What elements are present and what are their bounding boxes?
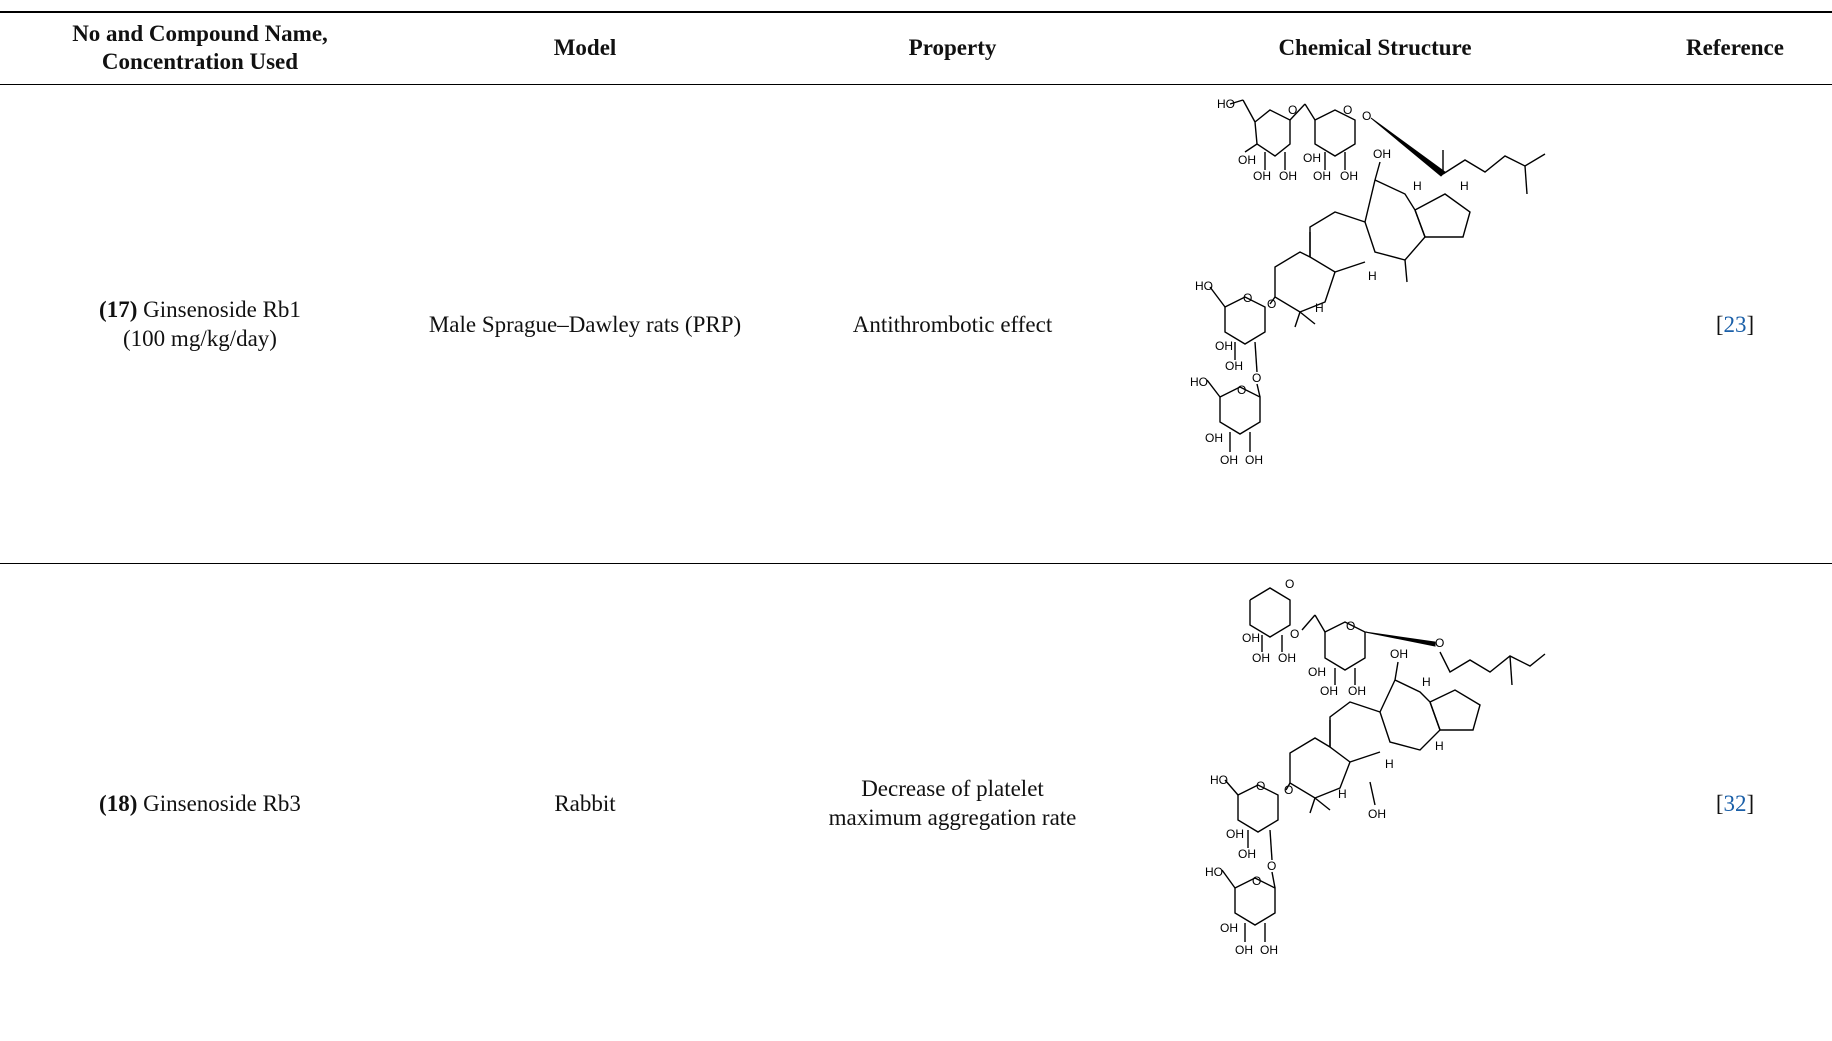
chemical-structure-rb3: O OH OH OH O O OH OH OH O OH H H H H OH	[1205, 577, 1546, 957]
compound-cell: (18) Ginsenoside Rb3	[40, 565, 360, 1041]
compound-concentration: (100 mg/kg/day)	[123, 326, 277, 351]
label-h: H	[1315, 301, 1324, 315]
chemical-structure-rb1: O HO OH OH OH O OH OH OH O OH H H H	[1190, 97, 1546, 467]
label-oh: OH	[1220, 453, 1238, 467]
label-oh: OH	[1368, 807, 1386, 821]
reference-close-bracket: ]	[1746, 790, 1755, 816]
label-oh: OH	[1373, 147, 1391, 161]
label-oh: OH	[1235, 943, 1253, 957]
compound-cell: (17) Ginsenoside Rb1 (100 mg/kg/day)	[40, 86, 360, 562]
property-line: Decrease of platelet	[861, 776, 1044, 801]
property-cell: Decrease of platelet maximum aggregation…	[790, 565, 1115, 1041]
header-col-reference: Reference	[1686, 35, 1784, 60]
reference-link[interactable]: 32	[1723, 790, 1747, 816]
compound-name: Ginsenoside Rb3	[143, 790, 301, 816]
label-oh: OH	[1238, 847, 1256, 861]
compound-number: (17)	[99, 297, 138, 322]
label-ho: HO	[1210, 773, 1228, 787]
label-o: O	[1267, 859, 1276, 873]
label-o: O	[1252, 874, 1261, 888]
label-ho: HO	[1217, 97, 1235, 111]
label-oh: OH	[1238, 153, 1256, 167]
label-ho: HO	[1195, 279, 1213, 293]
header-col-structure: Chemical Structure	[1278, 35, 1472, 60]
label-h: H	[1435, 739, 1444, 753]
label-oh: OH	[1220, 921, 1238, 935]
compound-name: Ginsenoside Rb1	[143, 297, 301, 322]
label-oh: OH	[1390, 647, 1408, 661]
label-h: H	[1460, 179, 1469, 193]
header-col-model: Model	[553, 35, 617, 60]
reference-open-bracket: [	[1715, 790, 1724, 816]
label-oh: OH	[1340, 169, 1358, 183]
reference-cell: [32]	[1640, 565, 1830, 1041]
table-top-rule	[0, 11, 1832, 13]
label-oh: OH	[1308, 665, 1326, 679]
label-oh: OH	[1253, 169, 1271, 183]
label-oh: OH	[1348, 684, 1366, 698]
label-h: H	[1385, 757, 1394, 771]
label-o: O	[1346, 619, 1355, 633]
label-oh: OH	[1278, 651, 1296, 665]
label-oh: OH	[1303, 151, 1321, 165]
label-o: O	[1267, 297, 1276, 311]
property-line: maximum aggregation rate	[828, 805, 1077, 830]
reference-link[interactable]: 23	[1723, 311, 1747, 337]
label-oh: OH	[1242, 631, 1260, 645]
header-col-property: Property	[908, 35, 997, 60]
label-oh: OH	[1320, 684, 1338, 698]
reference-open-bracket: [	[1715, 311, 1724, 337]
label-o: O	[1243, 291, 1252, 305]
label-h: H	[1338, 787, 1347, 801]
label-oh: OH	[1313, 169, 1331, 183]
label-oh: OH	[1226, 827, 1244, 841]
compound-number: (18)	[99, 790, 138, 816]
label-ho: HO	[1205, 865, 1223, 879]
table-header-rule	[0, 84, 1832, 85]
label-o: O	[1435, 636, 1444, 650]
label-o: O	[1290, 627, 1299, 641]
label-h: H	[1422, 675, 1431, 689]
model-cell: Rabbit	[554, 790, 616, 816]
reference-close-bracket: ]	[1746, 311, 1755, 337]
property-cell: Antithrombotic effect	[852, 311, 1053, 337]
reference-cell: [23]	[1640, 86, 1830, 562]
label-h: H	[1413, 179, 1422, 193]
label-oh: OH	[1245, 453, 1263, 467]
label-ho: HO	[1190, 375, 1208, 389]
label-o: O	[1256, 779, 1265, 793]
label-oh: OH	[1252, 651, 1270, 665]
label-oh: OH	[1279, 169, 1297, 183]
label-o: O	[1285, 577, 1294, 591]
label-o: O	[1343, 103, 1352, 117]
label-o: O	[1237, 383, 1246, 397]
label-oh: OH	[1215, 339, 1233, 353]
label-o: O	[1284, 783, 1293, 797]
label-h: H	[1368, 269, 1377, 283]
label-oh: OH	[1205, 431, 1223, 445]
table-row-rule	[0, 563, 1832, 564]
label-o: O	[1288, 103, 1297, 117]
label-o: O	[1252, 371, 1261, 385]
header-col-compound: No and Compound Name, Concentration Used	[72, 21, 328, 74]
model-cell: Male Sprague–Dawley rats (PRP)	[428, 311, 742, 337]
label-o: O	[1362, 109, 1371, 123]
label-oh: OH	[1225, 359, 1243, 373]
label-oh: OH	[1260, 943, 1278, 957]
